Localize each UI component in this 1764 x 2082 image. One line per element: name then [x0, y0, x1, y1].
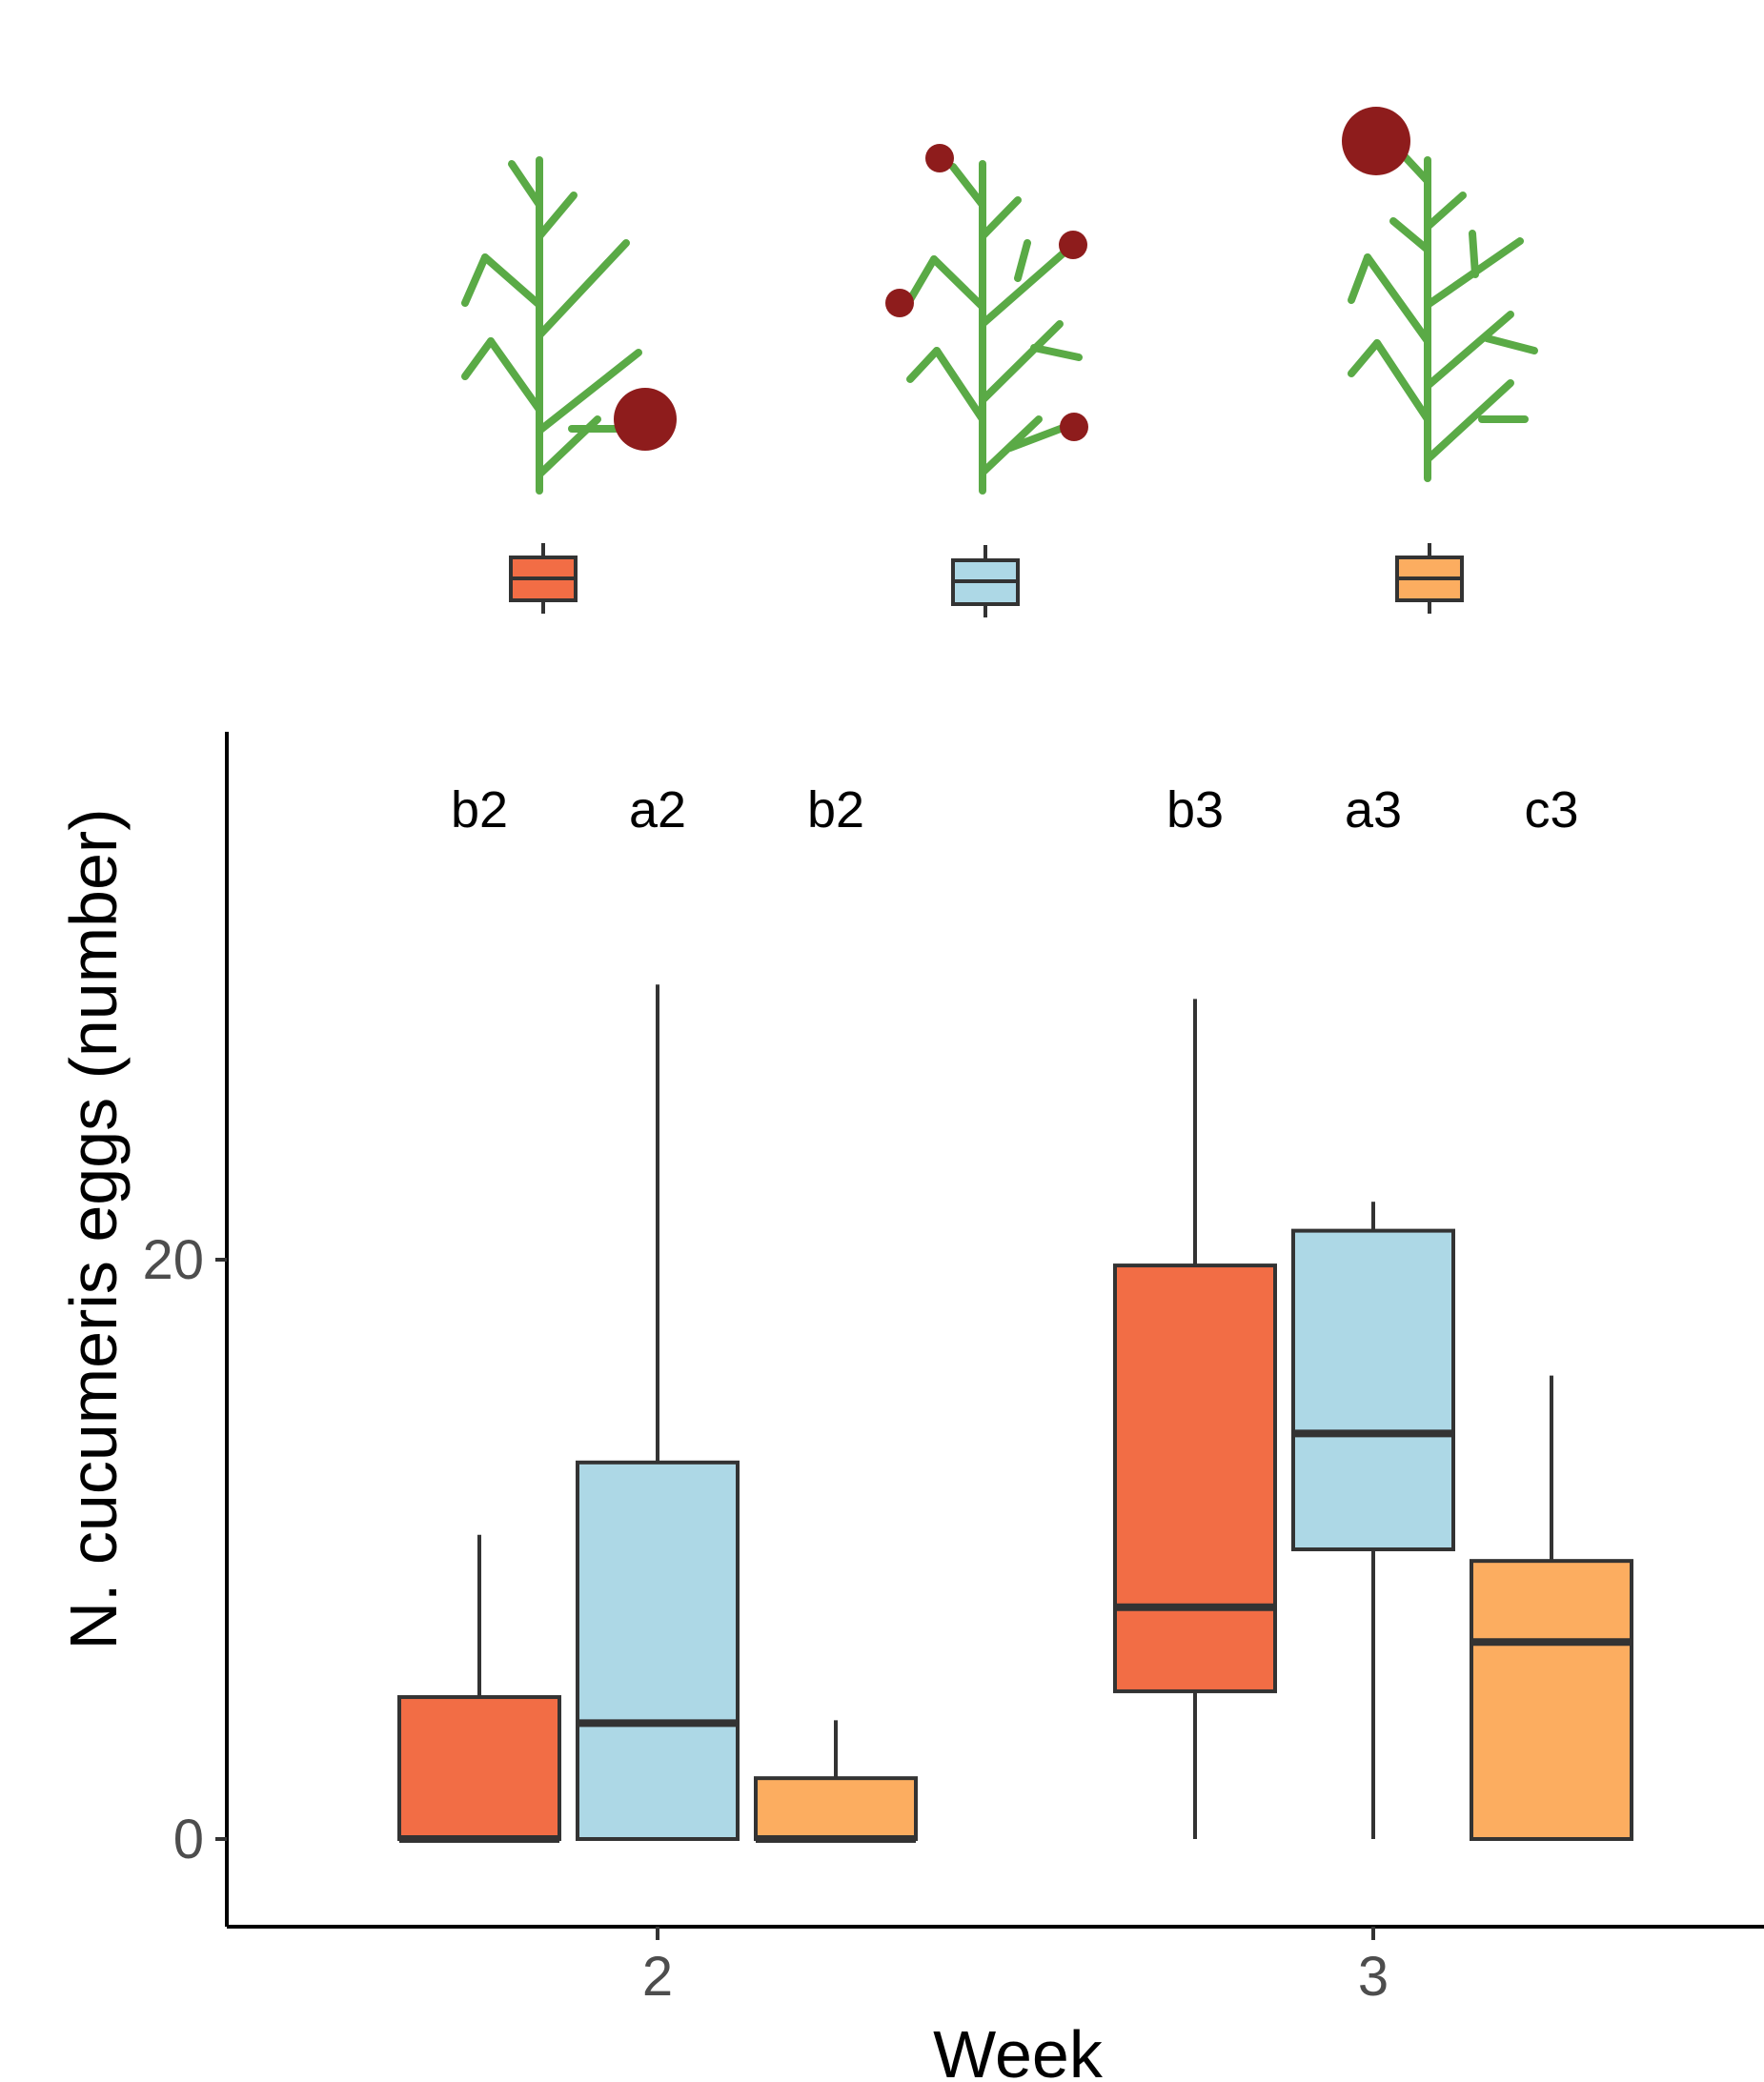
significance-letter: b3	[1166, 781, 1224, 839]
box-week2-treatment-1	[397, 1534, 561, 1843]
legend-key-treatment-1	[509, 543, 578, 614]
box-iqr	[576, 1460, 740, 1842]
x-tick-label: 2	[642, 1946, 673, 2008]
y-ticks: 0 20	[142, 1229, 227, 1870]
box-week3-treatment-3	[1470, 1375, 1633, 1842]
box-iqr	[1291, 1228, 1455, 1551]
box-iqr	[754, 1776, 918, 1842]
y-tick-label: 0	[173, 1809, 204, 1870]
y-tick-label: 20	[142, 1229, 204, 1291]
legend-key-treatment-2	[951, 545, 1020, 617]
x-axis-title: Week	[933, 2017, 1104, 2082]
legend-key-treatment-3	[1395, 543, 1464, 614]
box-week3-treatment-1	[1113, 999, 1277, 1839]
box-iqr	[1470, 1559, 1633, 1842]
significance-letters-layer: b2 b3 a2 a3 b2 c3	[451, 781, 1579, 839]
significance-letter: c3	[1524, 781, 1578, 839]
significance-letter: a3	[1345, 781, 1402, 839]
significance-letter: b2	[807, 781, 864, 839]
significance-letter: b2	[451, 781, 508, 839]
box-week3-treatment-2	[1291, 1202, 1455, 1839]
box-week2-treatment-2	[576, 984, 740, 1842]
significance-letter: a2	[629, 781, 686, 839]
box-iqr	[1113, 1263, 1277, 1693]
box-week2-treatment-3	[754, 1720, 918, 1843]
y-axis-title: N. cucumeris eggs (number)	[56, 808, 131, 1649]
x-tick-label: 3	[1358, 1946, 1389, 2008]
box-iqr	[397, 1695, 561, 1842]
plant-four-small-fruits-icon	[885, 144, 1088, 495]
boxplot-series-layer	[397, 984, 1633, 1843]
plant-one-large-fruit-bottom-icon	[461, 156, 677, 495]
plant-one-large-fruit-top-icon	[1342, 107, 1538, 482]
